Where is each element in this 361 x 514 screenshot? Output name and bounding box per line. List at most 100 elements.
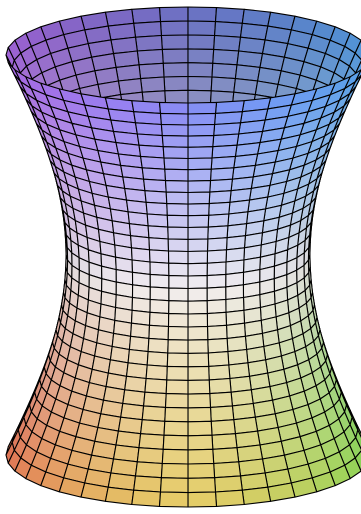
surface-face bbox=[140, 419, 166, 436]
surface-face bbox=[187, 62, 214, 78]
surface-face bbox=[168, 262, 189, 277]
surface-face bbox=[187, 101, 218, 115]
surface-face bbox=[187, 168, 212, 182]
surface-face bbox=[158, 491, 189, 508]
surface-face bbox=[148, 324, 170, 341]
surface-face bbox=[131, 7, 162, 24]
surface-face bbox=[165, 191, 189, 205]
surface-face bbox=[141, 405, 167, 422]
surface-face bbox=[187, 20, 217, 37]
surface-face bbox=[167, 325, 189, 341]
surface-face bbox=[104, 486, 135, 506]
surface-face bbox=[214, 489, 245, 507]
surface-face bbox=[207, 225, 229, 240]
surface-face bbox=[159, 20, 189, 37]
surface-face bbox=[187, 157, 213, 171]
surface-face bbox=[162, 434, 189, 451]
surface-face bbox=[168, 300, 189, 315]
surface-face bbox=[187, 420, 213, 437]
surface-face bbox=[161, 48, 189, 64]
surface-face bbox=[167, 238, 189, 253]
surface-face bbox=[133, 475, 162, 493]
surface-face bbox=[187, 203, 210, 217]
surface-face bbox=[187, 75, 213, 92]
surface-face bbox=[146, 213, 169, 228]
surface-face bbox=[210, 419, 236, 436]
surface-face bbox=[168, 275, 189, 290]
surface-face bbox=[187, 214, 210, 229]
surface-face bbox=[141, 167, 167, 182]
surface-face bbox=[138, 433, 165, 450]
surface-face bbox=[241, 486, 272, 506]
surface-face bbox=[163, 75, 189, 92]
surface-face bbox=[160, 462, 189, 479]
surface-face bbox=[210, 155, 236, 170]
surface-face bbox=[167, 250, 189, 265]
surface-face bbox=[134, 34, 163, 52]
surface-face bbox=[165, 379, 189, 395]
surface-face bbox=[206, 311, 228, 328]
surface-face bbox=[187, 462, 216, 479]
surface-face bbox=[162, 62, 189, 78]
surface-face bbox=[212, 48, 240, 66]
surface-face bbox=[209, 391, 233, 408]
surface-face bbox=[187, 287, 208, 302]
surface-face bbox=[211, 62, 238, 80]
surface-face bbox=[148, 249, 170, 264]
surface-face bbox=[208, 377, 232, 395]
surface-face bbox=[161, 135, 189, 148]
surface-face bbox=[354, 450, 361, 472]
surface-face bbox=[163, 157, 189, 171]
surface-face bbox=[166, 352, 189, 368]
surface-face bbox=[206, 298, 227, 315]
surface-face bbox=[206, 286, 227, 302]
surface-face bbox=[187, 146, 214, 160]
surface-face bbox=[187, 238, 209, 253]
surface-face bbox=[149, 286, 170, 302]
surface-face bbox=[187, 250, 209, 265]
surface-face bbox=[140, 155, 166, 170]
surface-face bbox=[209, 405, 235, 422]
surface-face bbox=[187, 352, 210, 368]
surface-face bbox=[187, 180, 212, 194]
surface-face bbox=[187, 48, 215, 64]
surface-face bbox=[160, 34, 189, 50]
surface-face bbox=[187, 379, 211, 395]
surface-face bbox=[164, 180, 189, 194]
surface-face bbox=[213, 34, 242, 52]
surface-face bbox=[167, 339, 189, 354]
surface-face bbox=[159, 112, 189, 126]
surface-face bbox=[206, 273, 227, 289]
surface-face bbox=[146, 351, 169, 367]
surface-face bbox=[214, 475, 243, 493]
surface-face bbox=[145, 364, 168, 381]
surface-face bbox=[206, 261, 227, 277]
surface-face bbox=[206, 249, 228, 264]
surface-face bbox=[355, 429, 361, 451]
surface-face bbox=[209, 167, 235, 182]
surface-face bbox=[206, 324, 228, 341]
surface-face bbox=[212, 447, 240, 465]
surface-face bbox=[187, 300, 208, 315]
surface-face bbox=[164, 393, 189, 409]
surface-face bbox=[207, 337, 229, 354]
surface-face bbox=[134, 461, 163, 479]
surface-face bbox=[148, 311, 170, 328]
surface-face bbox=[208, 190, 232, 205]
surface-face bbox=[187, 491, 218, 508]
surface-face bbox=[167, 313, 189, 328]
surface-face bbox=[166, 214, 189, 229]
surface-face bbox=[187, 406, 212, 423]
surface-face bbox=[131, 489, 162, 507]
surface-face bbox=[149, 273, 170, 289]
surface-face bbox=[187, 34, 216, 50]
surface-face bbox=[136, 48, 164, 66]
surface-face bbox=[163, 420, 189, 437]
surface-face bbox=[136, 447, 164, 465]
surface-face bbox=[187, 191, 211, 205]
surface-face bbox=[187, 226, 209, 240]
surface-face bbox=[187, 313, 209, 328]
surface-face bbox=[208, 201, 231, 216]
surface-face bbox=[206, 237, 228, 252]
